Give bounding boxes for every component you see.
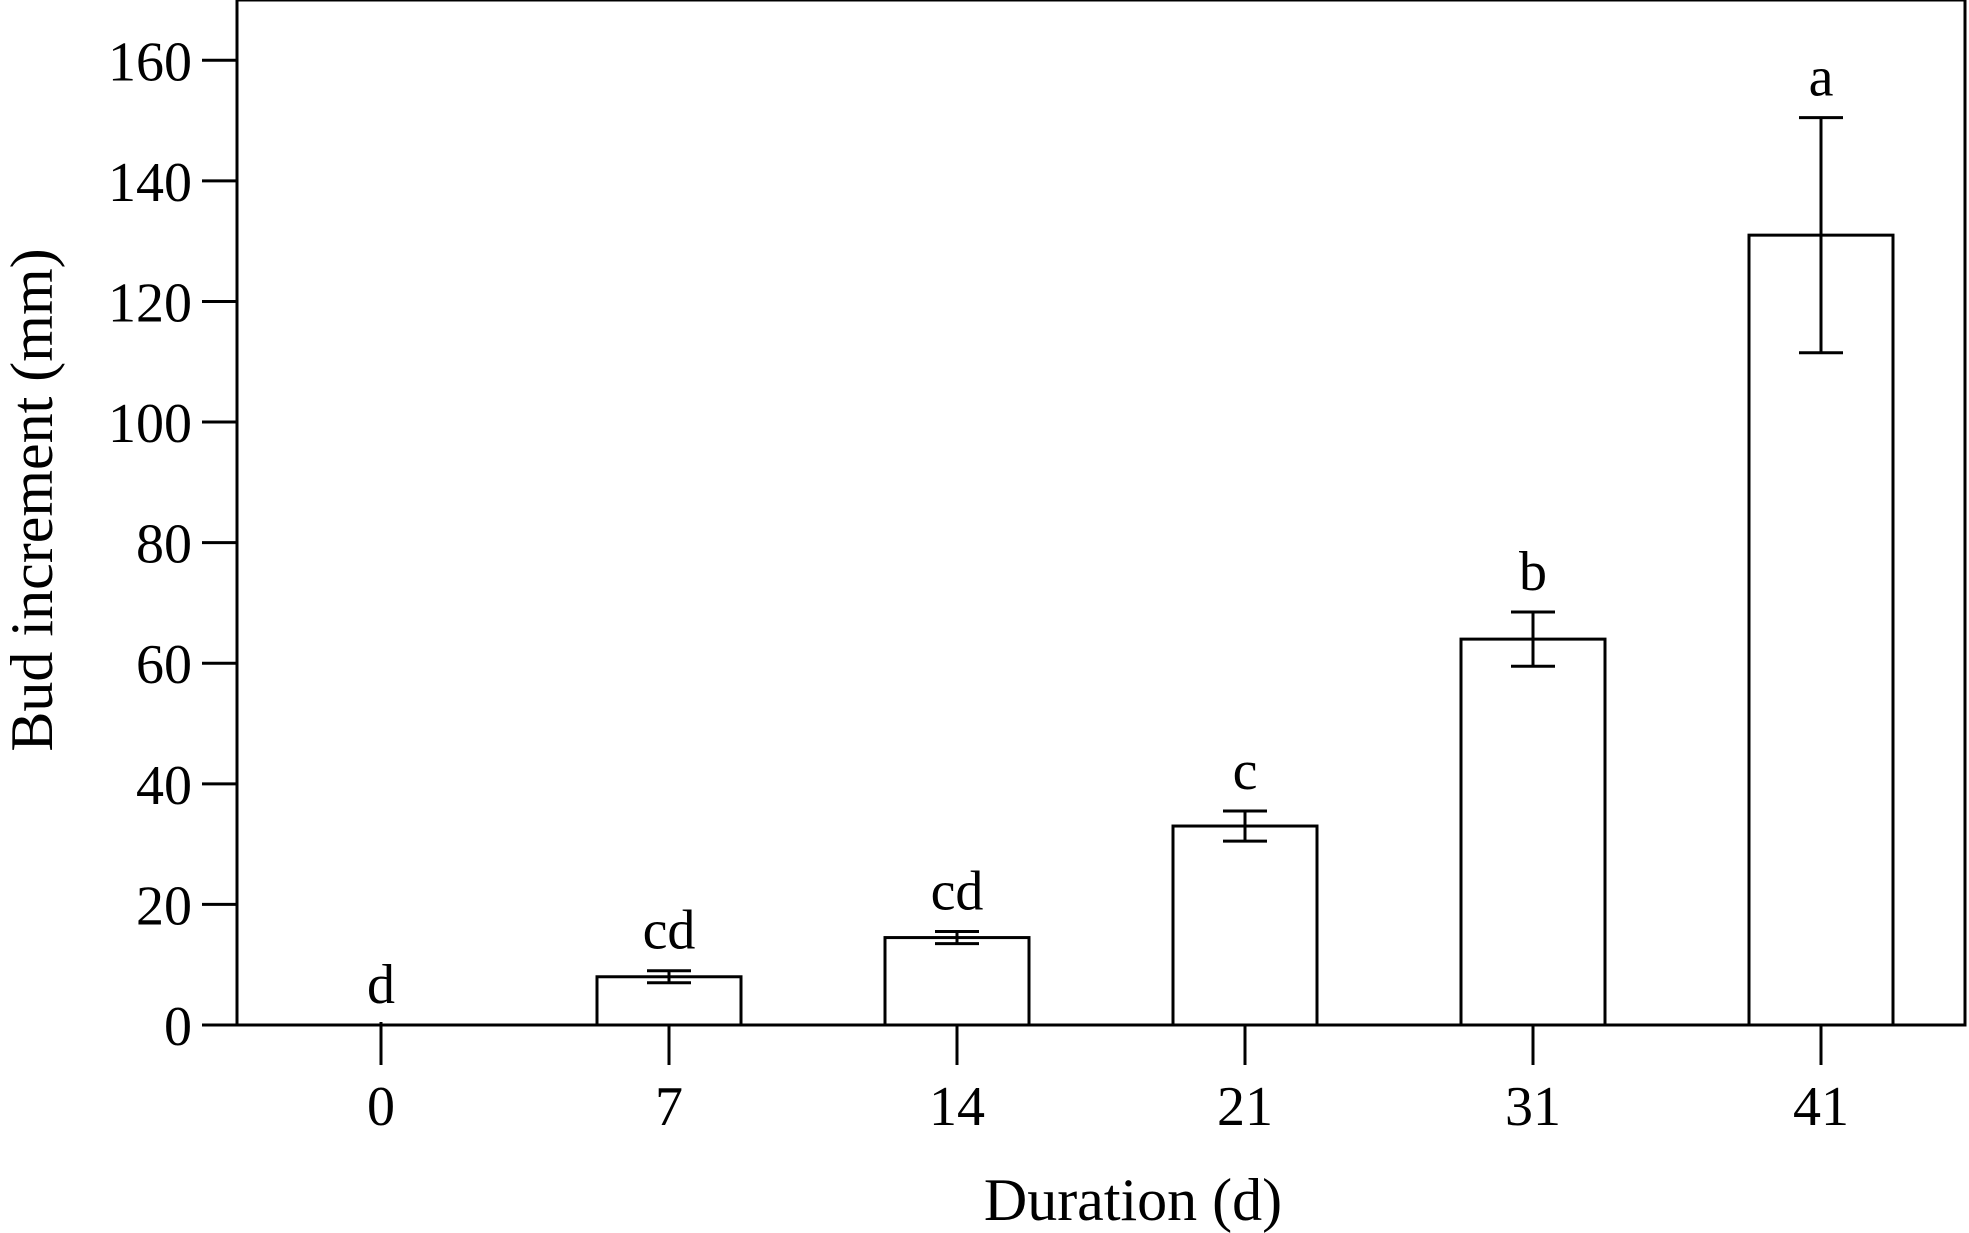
y-tick-label: 80 xyxy=(136,514,192,576)
x-tick-label: 21 xyxy=(1217,1076,1273,1138)
y-tick-label: 100 xyxy=(108,393,192,455)
plot-frame xyxy=(235,0,1967,1027)
y-tick-label: 120 xyxy=(108,272,192,334)
significance-label: b xyxy=(1519,541,1547,603)
significance-label: cd xyxy=(643,900,696,962)
y-tick-label: 160 xyxy=(108,31,192,93)
x-tick-label: 14 xyxy=(929,1076,985,1138)
x-tick-label: 31 xyxy=(1505,1076,1561,1138)
bar xyxy=(1747,233,1895,1027)
x-axis-title: Duration (d) xyxy=(984,1167,1282,1233)
significance-label: d xyxy=(367,954,395,1016)
y-tick-label: 20 xyxy=(136,875,192,937)
x-tick-label: 0 xyxy=(367,1076,395,1138)
y-tick-label: 40 xyxy=(136,755,192,817)
significance-label: c xyxy=(1233,740,1258,802)
y-tick-label: 140 xyxy=(108,152,192,214)
y-axis-title: Bud increment (mm) xyxy=(0,248,65,751)
bar xyxy=(1459,637,1607,1027)
bar xyxy=(595,975,743,1027)
significance-label: cd xyxy=(931,861,984,923)
x-tick-label: 7 xyxy=(655,1076,683,1138)
y-tick-label: 0 xyxy=(164,996,192,1058)
y-tick-label: 60 xyxy=(136,634,192,696)
bar xyxy=(883,936,1031,1027)
x-tick-label: 41 xyxy=(1793,1076,1849,1138)
significance-label: a xyxy=(1809,47,1834,109)
bar xyxy=(1171,824,1319,1027)
